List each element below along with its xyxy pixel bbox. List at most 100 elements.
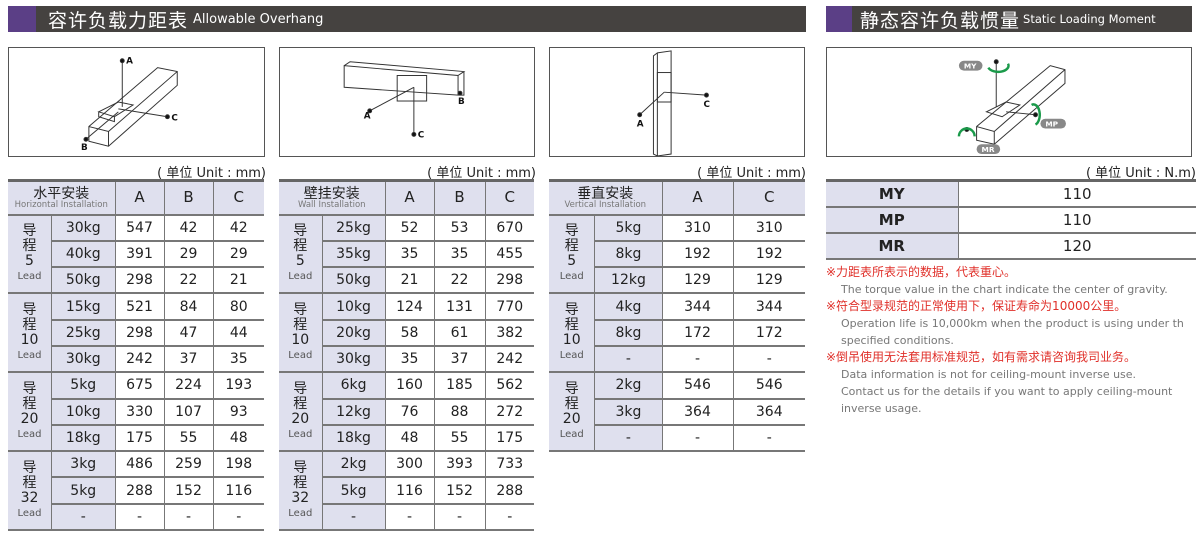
lead-zh: 导程 [22, 459, 37, 491]
load-cell: 12kg [322, 398, 386, 426]
section-title-en: Static Loading Moment [1023, 12, 1156, 26]
column-header: C [733, 179, 805, 216]
column-header: A [385, 179, 435, 216]
table-header-row: 垂直安装 Vertical Installation A C [549, 179, 805, 216]
value-cell: 37 [434, 345, 486, 374]
lead-value: 5 [567, 252, 577, 269]
column-header: A [662, 179, 734, 216]
value-cell: 22 [434, 267, 486, 295]
load-cell: 8kg [594, 319, 663, 347]
note-zh: ※倒吊使用无法套用标准规范，如有需求请咨询我司业务。 [826, 350, 1137, 364]
lead-value: 20 [20, 410, 39, 427]
table-row: 20kg 58 61 382 [279, 319, 534, 347]
value-cell: 288 [485, 477, 534, 505]
value-cell: 129 [662, 267, 734, 295]
value-cell: 152 [434, 477, 486, 505]
column-header: B [164, 179, 214, 216]
moment-label: MR [826, 232, 959, 260]
table-row: ---- [8, 503, 264, 532]
table-row: --- [549, 345, 805, 374]
lead-cell: 导程 10 Lead [279, 293, 323, 374]
value-cell: 192 [662, 240, 734, 269]
table-row: 导程 32 Lead 3kg 486 259 198 [8, 451, 264, 532]
value-cell: 44 [213, 319, 264, 347]
table-row: 8kg 172 172 [549, 319, 805, 347]
note-zh: ※力距表所表示的数据，代表重心。 [826, 265, 1017, 279]
table-row: 导程 5 Lead 30kg 547 42 42 [8, 214, 264, 295]
lead-en: Lead [288, 507, 313, 519]
table-row: MP 110 [826, 206, 1196, 234]
svg-text:A: A [126, 57, 133, 67]
load-cell: 2kg [594, 372, 663, 400]
lead-en: Lead [288, 428, 313, 440]
load-cell: 10kg [322, 293, 386, 321]
value-cell: 486 [115, 451, 165, 479]
value-cell: 21 [213, 267, 264, 295]
load-cell: - [594, 424, 663, 453]
value-cell: 288 [115, 477, 165, 505]
value-cell: 116 [213, 477, 264, 505]
value-cell: 172 [733, 319, 805, 347]
lead-value: 32 [291, 489, 310, 506]
note-en: Operation life is 10,000km when the prod… [841, 317, 1184, 330]
value-cell: 391 [115, 240, 165, 269]
lead-value: 5 [295, 252, 305, 269]
table-row: 25kg 298 47 44 [8, 319, 264, 347]
lead-cell: 导程 10 Lead [8, 293, 52, 374]
title-en: Horizontal Installation [14, 199, 108, 210]
load-cell: 8kg [594, 240, 663, 269]
moment-label: MY [826, 179, 959, 208]
lead-en: Lead [17, 428, 42, 440]
table-row: 30kg 242 37 35 [8, 345, 264, 374]
value-cell: 52 [385, 214, 435, 242]
table-title: 垂直安装 Vertical Installation [549, 179, 663, 216]
table-title: 壁挂安装 Wall Installation [279, 179, 386, 216]
load-cell: 5kg [322, 477, 386, 505]
lead-zh: 导程 [564, 222, 579, 254]
value-cell: 455 [485, 240, 534, 269]
value-cell: 562 [485, 372, 534, 400]
svg-text:A: A [637, 120, 644, 130]
note-en: inverse usage. [841, 402, 922, 415]
unit-label: ( 单位 Unit : mm) [157, 166, 266, 181]
load-cell: 18kg [51, 424, 116, 453]
table-horizontal: 水平安装 Horizontal Installation A B C 导程 5 Lead 30k… [8, 179, 264, 532]
moment-value: 120 [958, 232, 1196, 260]
lead-zh: 导程 [22, 380, 37, 412]
value-cell: 272 [485, 398, 534, 426]
value-cell: 382 [485, 319, 534, 347]
table-row: 12kg 129 129 [549, 267, 805, 295]
value-cell: - [213, 503, 264, 532]
value-cell: 546 [662, 372, 734, 400]
value-cell: 61 [434, 319, 486, 347]
lead-cell: 导程 20 Lead [549, 372, 596, 453]
load-cell: 30kg [51, 345, 116, 374]
table-title: 水平安装 Horizontal Installation [8, 179, 116, 216]
svg-text:MY: MY [964, 62, 977, 71]
load-cell: - [322, 503, 386, 532]
load-cell: 25kg [51, 319, 116, 347]
value-cell: 298 [115, 319, 165, 347]
load-cell: 5kg [51, 372, 116, 400]
note-en: The torque value in the chart indicate t… [841, 283, 1168, 296]
value-cell: 42 [164, 214, 214, 242]
lead-value: 10 [20, 331, 39, 348]
table-row: 50kg 298 22 21 [8, 267, 264, 295]
diagram-horizontal: A C B [8, 47, 265, 157]
load-cell: 15kg [51, 293, 116, 321]
value-cell: 58 [385, 319, 435, 347]
value-cell: 107 [164, 398, 214, 426]
load-cell: 12kg [594, 267, 663, 295]
svg-text:C: C [704, 100, 710, 110]
load-cell: 35kg [322, 240, 386, 269]
load-cell: 10kg [51, 398, 116, 426]
value-cell: 116 [385, 477, 435, 505]
lead-en: Lead [559, 428, 584, 440]
value-cell: 84 [164, 293, 214, 321]
value-cell: 298 [485, 267, 534, 295]
lead-cell: 导程 20 Lead [8, 372, 52, 453]
value-cell: 80 [213, 293, 264, 321]
table-row: 导程 10 Lead 15kg 521 84 80 [8, 293, 264, 374]
table-row: 8kg 192 192 [549, 240, 805, 269]
value-cell: 175 [115, 424, 165, 453]
